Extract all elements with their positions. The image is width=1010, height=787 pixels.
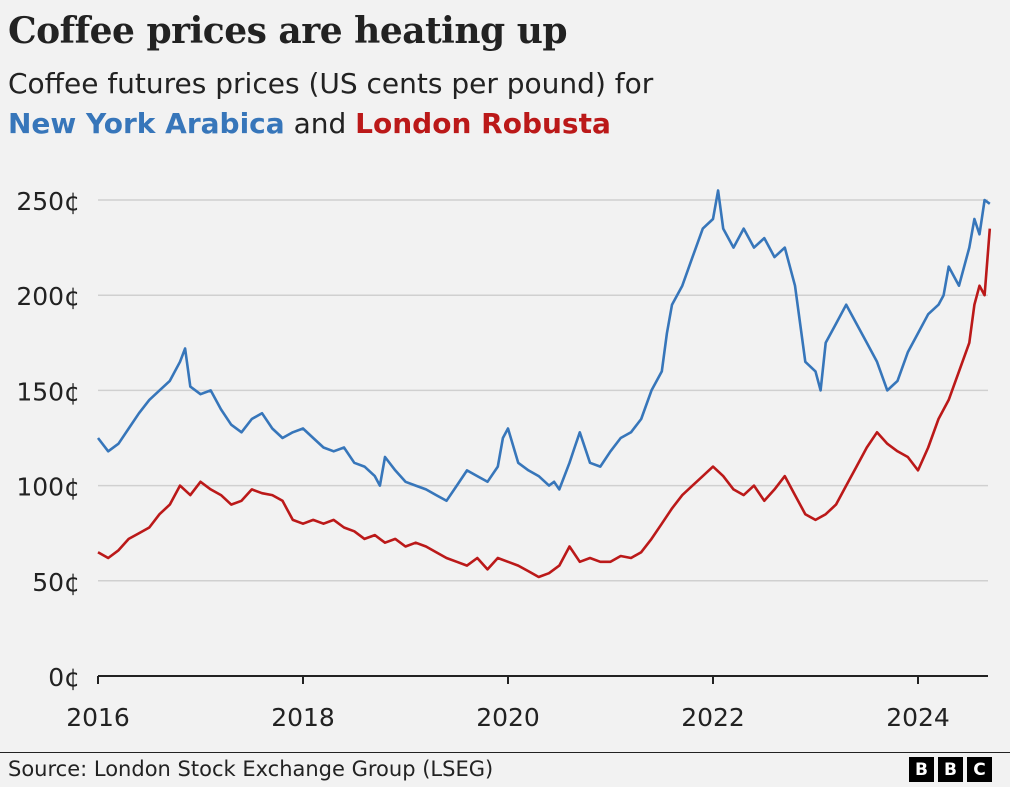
series-line-arabica (96, 189, 991, 503)
x-tick-label: 2024 (886, 703, 950, 732)
series-line-robusta (97, 228, 992, 579)
logo-letter: C (967, 757, 992, 782)
x-tick-label: 2022 (681, 703, 745, 732)
x-tick-label: 2016 (66, 703, 130, 732)
chart-title: Coffee prices are heating up (8, 10, 568, 52)
chart-subtitle: Coffee futures prices (US cents per poun… (8, 64, 653, 144)
legend-robusta: London Robusta (355, 107, 611, 140)
y-tick-label: 0¢ (48, 663, 80, 692)
x-tick-label: 2020 (476, 703, 540, 732)
subtitle-line-2: New York Arabica and London Robusta (8, 104, 653, 144)
x-tick-label: 2018 (271, 703, 335, 732)
bbc-logo: B B C (909, 757, 992, 782)
series-lines (96, 189, 992, 579)
logo-letter: B (909, 757, 934, 782)
legend-and: and (293, 107, 347, 140)
y-tick-label: 150¢ (16, 377, 80, 406)
line-chart: 0¢50¢100¢150¢200¢250¢ 2016 2018 2020 2022 20… (16, 187, 992, 732)
y-tick-label: 100¢ (16, 473, 80, 502)
y-axis-ticks: 0¢ 50¢ 100¢ 150¢ 200¢ 250¢ (16, 187, 80, 692)
y-tick-label: 50¢ (32, 568, 80, 597)
subtitle-line-1: Coffee futures prices (US cents per poun… (8, 67, 654, 100)
x-axis-ticks: 2016 2018 2020 2022 2024 (66, 675, 988, 732)
logo-letter: B (938, 757, 963, 782)
footer-divider (0, 752, 1010, 753)
source-note: Source: London Stock Exchange Group (LSE… (8, 757, 494, 781)
grid-lines (98, 199, 988, 582)
legend-arabica: New York Arabica (8, 107, 285, 140)
y-tick-label: 250¢ (16, 187, 80, 216)
y-tick-label: 200¢ (16, 282, 80, 311)
